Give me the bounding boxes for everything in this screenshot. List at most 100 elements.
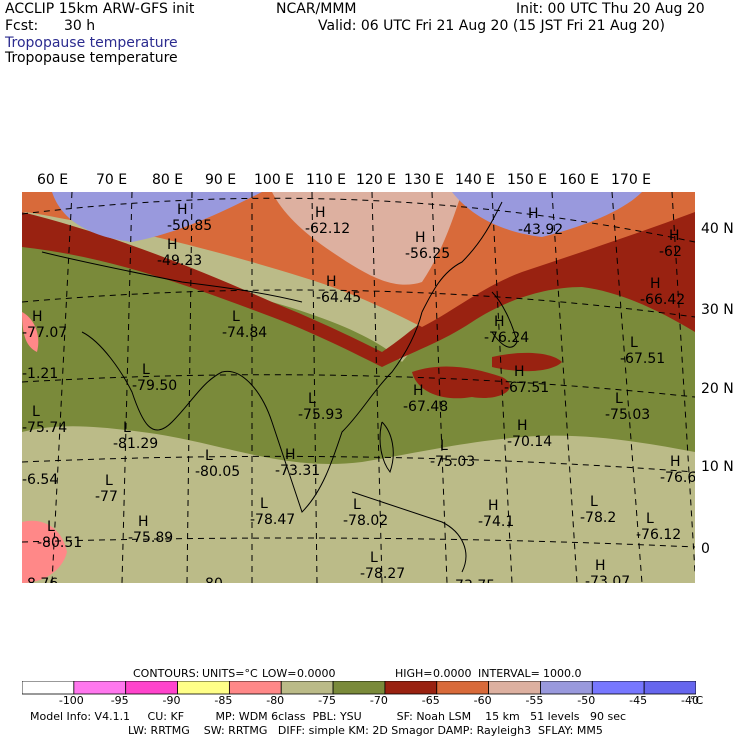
contour-value: -76.24 [484, 330, 529, 346]
contour-value: -75.89 [128, 530, 173, 546]
contour-letter: L [105, 473, 113, 489]
contour-letter: H [315, 205, 326, 221]
contour-letter: L [47, 519, 55, 535]
lat-label: 40 N [701, 221, 734, 237]
contour-value: -79.50 [132, 378, 177, 394]
contour-value: -80.05 [195, 464, 240, 480]
lat-label: 0 [701, 541, 710, 557]
lon-label: 90 E [205, 172, 237, 188]
contour-value: -81.29 [113, 436, 158, 452]
model-title: ACCLIP 15km ARW-GFS init [5, 1, 195, 17]
contour-value: -73.75 [450, 578, 495, 583]
pink-cells [22, 312, 67, 583]
contour-value: -75.93 [298, 407, 343, 423]
contour-value: -77.07 [22, 325, 67, 341]
contour-letter: L [630, 335, 638, 351]
red-band [22, 202, 695, 367]
colorbar-tick-label: -90 [162, 694, 181, 707]
lat-label: 10 N [701, 459, 734, 475]
contour-value: -49.23 [157, 253, 202, 269]
init-label: Init: 00 UTC Thu 20 Aug 20 [516, 1, 705, 17]
colorbar-tick-label: -70 [369, 694, 388, 707]
colorbar-swatch [177, 681, 230, 695]
contour-value: -73.31 [275, 463, 320, 479]
field-title-2: Tropopause temperature [5, 50, 178, 66]
colorbar-tick-label: -85 [214, 694, 233, 707]
org-label: NCAR/MMM [276, 1, 357, 17]
contour-value: -62.12 [305, 221, 350, 237]
colorbar-swatch [384, 681, 438, 695]
colorbar-swatch [228, 681, 282, 695]
colorbar-swatch [540, 681, 593, 695]
contour-value: -6.54 [22, 472, 58, 488]
contour-letter: H [494, 314, 505, 330]
contour-value: -67.51 [504, 380, 549, 396]
contour-value: -67.51 [620, 351, 665, 367]
high-value: 0.0000 [433, 667, 472, 680]
contour-letter: H [285, 447, 296, 463]
contour-letter: H [326, 274, 337, 290]
contour-letter: L [353, 497, 361, 513]
fcst-label: Fcst: [5, 18, 39, 34]
contour-letter: H [528, 206, 539, 222]
contour-letter: L [32, 404, 40, 420]
contour-letter: L [123, 420, 131, 436]
colorbar-unit: °C [690, 694, 704, 707]
colorbar-swatch [488, 681, 541, 695]
purple-region [52, 192, 642, 242]
contour-value: -75.03 [430, 454, 475, 470]
colorbar-swatch [125, 681, 178, 695]
contour-letter: H [514, 364, 525, 380]
lon-label: 70 E [96, 172, 128, 188]
low-label: LOW= [262, 667, 297, 680]
contour-letter: L [646, 511, 654, 527]
contour-value: -76.67 [660, 470, 695, 486]
red-cells [412, 352, 562, 399]
lon-label: 80 E [152, 172, 184, 188]
contour-value: -75.03 [605, 407, 650, 423]
colorbar-tick-label: -55 [525, 694, 544, 707]
contour-value: -77 [95, 489, 118, 505]
contour-letter: L [308, 391, 316, 407]
contour-value: -56.25 [405, 246, 450, 262]
contour-value: -8.76 [22, 576, 58, 583]
lon-label: 60 E [37, 172, 69, 188]
contour-value: -50.85 [167, 218, 212, 234]
contour-letter: L [615, 391, 623, 407]
colorbar-tick-label: -80 [266, 694, 285, 707]
contour-value: -74.1 [478, 514, 514, 530]
contour-value: -78.2 [580, 510, 616, 526]
contour-value: -80.51 [37, 535, 82, 551]
colorbar-tick-label: -40 [681, 694, 699, 707]
contour-letter: H [177, 202, 188, 218]
contour-value: -75.74 [22, 420, 67, 436]
lon-label: 150 E [507, 172, 548, 188]
fcst-value: 30 h [64, 18, 96, 34]
contour-letter: H [669, 228, 680, 244]
contour-letter: L [590, 494, 598, 510]
contour-value: -76.12 [636, 527, 681, 543]
colorbar-tick-label: -100 [58, 694, 84, 707]
contour-letter: H [413, 383, 424, 399]
colorbar-swatch [280, 681, 334, 695]
contour-letter: H [138, 514, 149, 530]
lat-label: 30 N [701, 302, 734, 318]
contour-letter: L [232, 309, 240, 325]
contour-value: -67.48 [403, 399, 448, 415]
colorbar-tick-label: -95 [110, 694, 129, 707]
colorbar [22, 681, 696, 695]
contour-value: -78.02 [343, 513, 388, 529]
high-label: HIGH= [395, 667, 433, 680]
lat-label: 20 N [701, 381, 734, 397]
contour-letter: H [415, 230, 426, 246]
valid-label: Valid: 06 UTC Fri 21 Aug 20 (15 JST Fri … [318, 18, 666, 34]
lon-label: 120 E [356, 172, 397, 188]
contour-letter: H [650, 276, 661, 292]
colorbar-tick-label: -65 [421, 694, 440, 707]
contour-value: -43.92 [518, 222, 563, 238]
contour-letter: L [205, 448, 213, 464]
footer-line-1: Model Info: V4.1.1 CU: KF MP: WDM 6class… [30, 710, 627, 723]
contour-letter: H [167, 237, 178, 253]
interval-label: INTERVAL= [478, 667, 540, 680]
colorbar-tick-label: -75 [318, 694, 337, 707]
